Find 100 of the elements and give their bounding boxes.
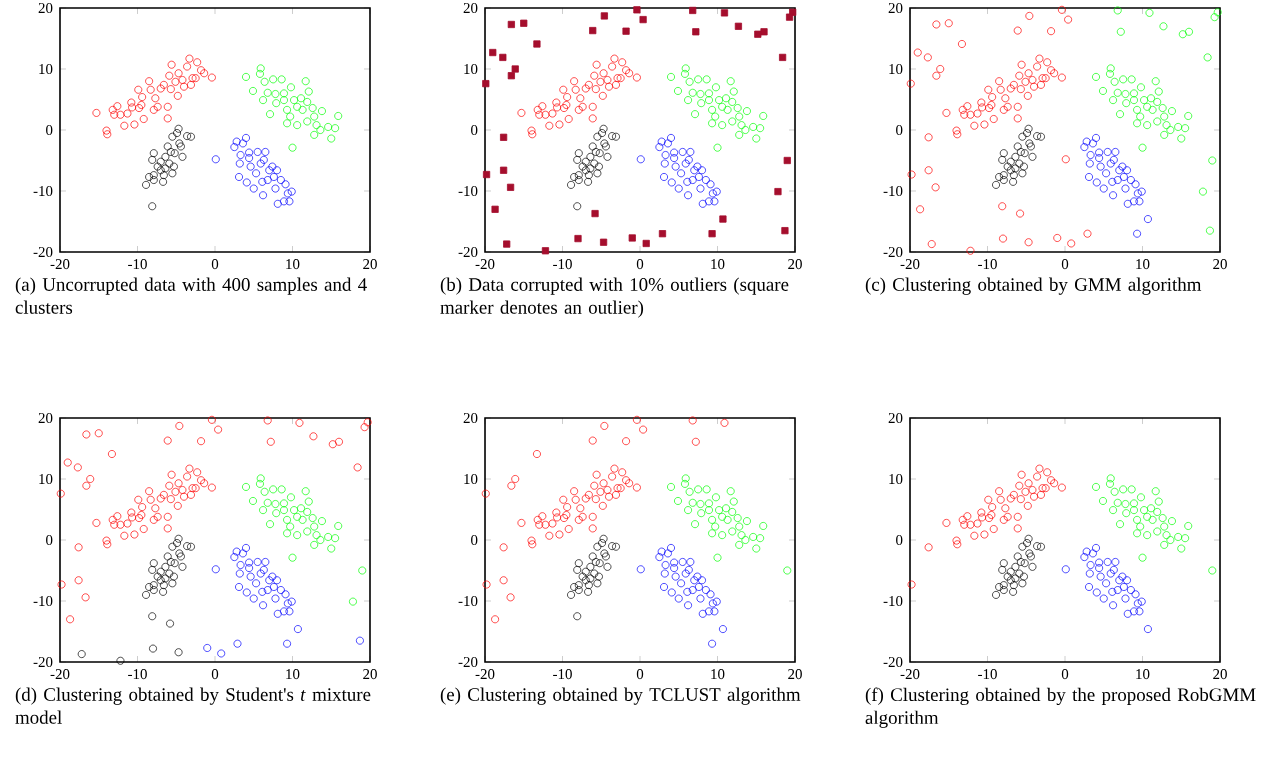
point [661,561,670,569]
point [272,99,281,108]
y-tick-label: 10 [464,63,478,75]
point [1038,484,1047,493]
point [618,58,627,67]
point [1181,124,1190,133]
point [1006,576,1015,585]
point [166,85,175,94]
point [1095,148,1104,157]
point [1109,155,1118,164]
point [608,542,617,551]
point [1177,544,1186,553]
point [355,636,364,645]
point [688,176,697,184]
point [999,581,1008,590]
point [1106,474,1115,483]
point [690,576,699,585]
point [999,515,1008,524]
point [165,71,174,80]
point [639,425,648,434]
point [301,487,310,496]
point [612,132,620,141]
point [1013,524,1022,533]
point [584,80,593,89]
point [715,506,723,515]
point [293,102,302,111]
point [1026,552,1035,561]
point [705,96,713,105]
point [636,565,645,574]
point [269,583,278,591]
point [280,607,288,616]
point [271,90,280,98]
point [280,96,288,105]
point [1133,119,1142,128]
point [281,180,290,189]
point [180,82,188,91]
point [230,553,239,562]
point [541,520,550,529]
y-tick-label: 10 [39,473,53,485]
point [142,590,150,599]
point [285,607,294,616]
point [1111,558,1120,566]
y-tick-label: 0 [471,124,478,136]
point [1116,520,1124,529]
point [694,485,703,494]
point [1057,483,1066,492]
point [1158,514,1167,522]
point [273,576,281,585]
point [1147,94,1155,103]
point [286,112,295,121]
point [1168,517,1176,526]
point [667,482,675,491]
point [1199,187,1207,196]
x-tick-label: 20 [363,259,377,270]
point [622,27,630,35]
point [735,112,744,121]
point [692,28,700,36]
point [632,483,641,492]
point [1137,597,1146,606]
point [686,148,695,156]
point [538,102,547,111]
point [175,549,184,558]
point [608,62,617,71]
point [715,96,723,105]
point [681,159,690,168]
point [249,87,257,95]
point [1001,504,1010,513]
point [545,531,554,540]
point [1102,169,1111,178]
point [153,162,162,171]
point [153,102,162,111]
point [1140,96,1148,105]
point [588,114,597,123]
point [728,527,737,536]
point [166,619,174,628]
point [134,85,143,94]
point [708,230,716,238]
x-tick-label: 0 [636,669,644,680]
point [148,155,157,164]
point [712,493,720,502]
point [754,30,762,38]
point [610,54,619,63]
point [1023,501,1032,510]
point [272,509,281,518]
point [733,514,742,522]
x-tick-label: 0 [1061,669,1069,680]
point [1121,184,1130,193]
point [1099,594,1108,603]
point [694,75,703,84]
point [1123,199,1132,208]
point [684,506,692,515]
point [1184,522,1193,530]
point [584,177,593,186]
point [1033,132,1042,141]
point [681,479,689,488]
point [1086,151,1095,159]
point [1153,508,1162,516]
point [660,159,669,168]
point [242,588,251,597]
point [168,542,177,551]
